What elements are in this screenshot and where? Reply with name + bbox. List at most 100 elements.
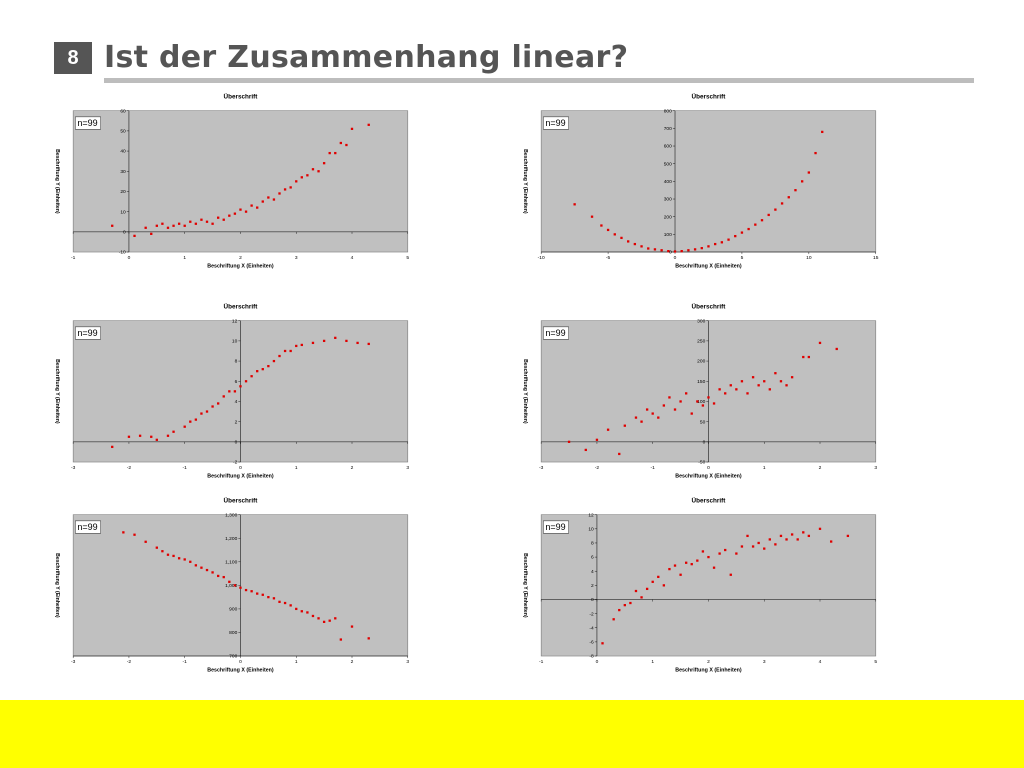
data-point [222,575,225,579]
title-underline [104,78,974,83]
data-point [595,438,599,441]
y-axis-label: Beschriftung Y (Einheiten) [522,359,528,424]
data-point [283,601,287,605]
x-tick-label: 0 [596,659,599,665]
data-point [707,245,710,248]
data-point [183,224,186,227]
x-tick-label: -5 [606,255,611,261]
data-point [814,151,817,155]
data-point [746,392,749,395]
x-tick-label: 10 [806,255,812,261]
data-point [787,196,790,199]
data-point [172,554,175,558]
data-point [774,208,777,211]
data-point [767,213,770,217]
y-tick-label: 700 [229,654,237,660]
x-tick-label: 0 [239,465,242,471]
n-label: n=99 [77,522,97,532]
data-points [573,130,824,253]
data-point [634,416,638,419]
data-point [846,534,850,538]
data-point [239,385,242,388]
data-point [194,564,198,567]
x-tick-label: 5 [874,659,877,665]
y-tick-label: 8 [591,541,594,547]
data-point [679,400,682,403]
data-point [800,180,804,183]
y-tick-label: 60 [120,108,126,114]
data-point [295,607,298,611]
x-axis-label: Beschriftung X (Einheiten) [207,474,274,480]
data-point [267,596,270,599]
data-point [685,392,688,395]
data-point [653,248,657,251]
x-tick-label: 0 [674,255,677,261]
data-point [747,227,750,231]
data-point [634,589,638,593]
data-point [261,593,264,596]
data-point [567,440,571,443]
data-point [183,558,186,561]
data-point [111,445,114,449]
data-point [807,534,811,538]
data-point [712,402,716,405]
x-axis-label: Beschriftung X (Einheiten) [675,264,742,270]
data-point [177,557,181,560]
y-tick-label: 8 [235,359,238,365]
data-point [662,584,666,587]
data-point [687,249,690,252]
data-point [802,531,805,534]
data-point [283,349,287,353]
data-point [790,533,794,536]
data-point [680,250,683,253]
data-point [618,452,621,456]
x-tick-label: 15 [873,255,879,261]
data-point [289,349,292,353]
y-tick-label: 50 [120,129,126,135]
y-tick-label: 0 [123,230,126,236]
data-point [144,540,147,543]
data-point [367,123,370,126]
chart-2-parabola: Überschrift -10 -5 0 5 10 15 0 100 200 300 400 500 60… [522,91,879,270]
data-point [660,249,663,252]
data-point [244,588,248,592]
x-axis-label: Beschriftung X (Einheiten) [207,264,274,270]
data-point [645,408,649,411]
y-tick-label: 800 [229,630,237,636]
n-label-background [75,520,101,534]
data-point [239,586,242,589]
data-point [367,342,370,346]
x-tick-label: -3 [71,465,76,471]
data-point [295,344,298,348]
n-label-box: n=99 [75,326,101,340]
data-point [693,248,697,251]
y-tick-label: 2 [591,583,594,589]
data-point [272,359,276,363]
data-point [807,355,811,359]
data-point [133,533,136,536]
x-tick-label: -1 [71,255,76,261]
data-point [239,208,242,211]
data-point [267,196,270,199]
data-point [300,176,303,179]
n-label-background [75,116,101,130]
data-point [222,395,225,398]
data-point [211,405,214,408]
y-axis-label: Beschriftung Y (Einheiten) [54,553,60,618]
data-point [144,226,147,229]
data-point [818,527,822,530]
data-point [720,241,724,244]
data-point [600,224,603,227]
data-point [367,637,370,640]
y-tick-label: 40 [120,149,126,155]
data-point [690,563,693,566]
data-point [350,625,354,628]
data-points [122,531,370,641]
data-point [601,642,604,645]
data-point [573,203,576,206]
chart-4-linear-noisy: Überschrift-3 -2 -1 0 1 2 3-500501001502002503… [522,301,877,479]
data-point [724,548,727,552]
y-axis-label: Beschriftung Y (Einheiten) [522,149,528,214]
data-point [790,376,794,379]
y-tick-label: 200 [697,359,705,365]
